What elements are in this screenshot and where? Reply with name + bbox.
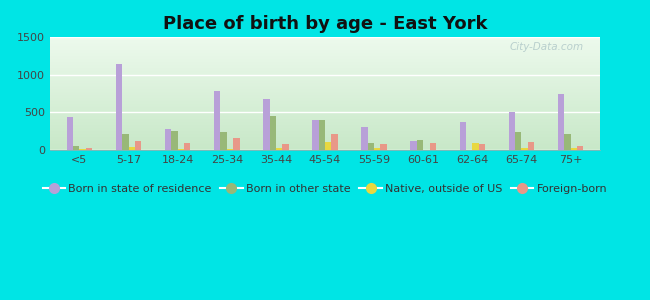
Bar xyxy=(270,116,276,150)
Bar xyxy=(571,148,577,150)
Bar xyxy=(129,147,135,150)
Bar xyxy=(374,148,380,150)
Bar xyxy=(86,148,92,150)
Bar xyxy=(220,132,227,150)
Bar xyxy=(73,146,79,150)
Bar xyxy=(410,141,417,150)
Bar xyxy=(263,100,270,150)
Bar xyxy=(177,148,184,150)
Bar xyxy=(361,127,368,150)
Bar xyxy=(368,142,374,150)
Bar xyxy=(325,142,332,150)
Bar xyxy=(172,130,177,150)
Bar xyxy=(380,144,387,150)
Bar xyxy=(184,143,190,150)
Bar xyxy=(318,120,325,150)
Bar xyxy=(276,148,282,150)
Legend: Born in state of residence, Born in other state, Native, outside of US, Foreign-: Born in state of residence, Born in othe… xyxy=(38,179,612,198)
Bar xyxy=(460,122,466,150)
Bar xyxy=(67,118,73,150)
Bar xyxy=(577,146,583,150)
Bar xyxy=(473,143,478,150)
Bar xyxy=(165,130,172,150)
Bar xyxy=(558,94,564,150)
Bar xyxy=(312,121,318,150)
Text: City-Data.com: City-Data.com xyxy=(510,42,584,52)
Bar xyxy=(430,143,436,150)
Bar xyxy=(478,144,485,150)
Bar xyxy=(116,64,122,150)
Bar xyxy=(135,141,141,150)
Bar xyxy=(521,148,528,150)
Bar xyxy=(79,148,86,150)
Title: Place of birth by age - East York: Place of birth by age - East York xyxy=(162,15,488,33)
Bar xyxy=(564,134,571,150)
Bar xyxy=(417,140,423,150)
Bar xyxy=(233,138,240,150)
Bar xyxy=(122,134,129,150)
Bar xyxy=(528,142,534,150)
Bar xyxy=(515,132,521,150)
Bar xyxy=(282,144,289,150)
Bar xyxy=(332,134,338,150)
Bar xyxy=(227,148,233,150)
Bar xyxy=(214,91,220,150)
Bar xyxy=(509,112,515,150)
